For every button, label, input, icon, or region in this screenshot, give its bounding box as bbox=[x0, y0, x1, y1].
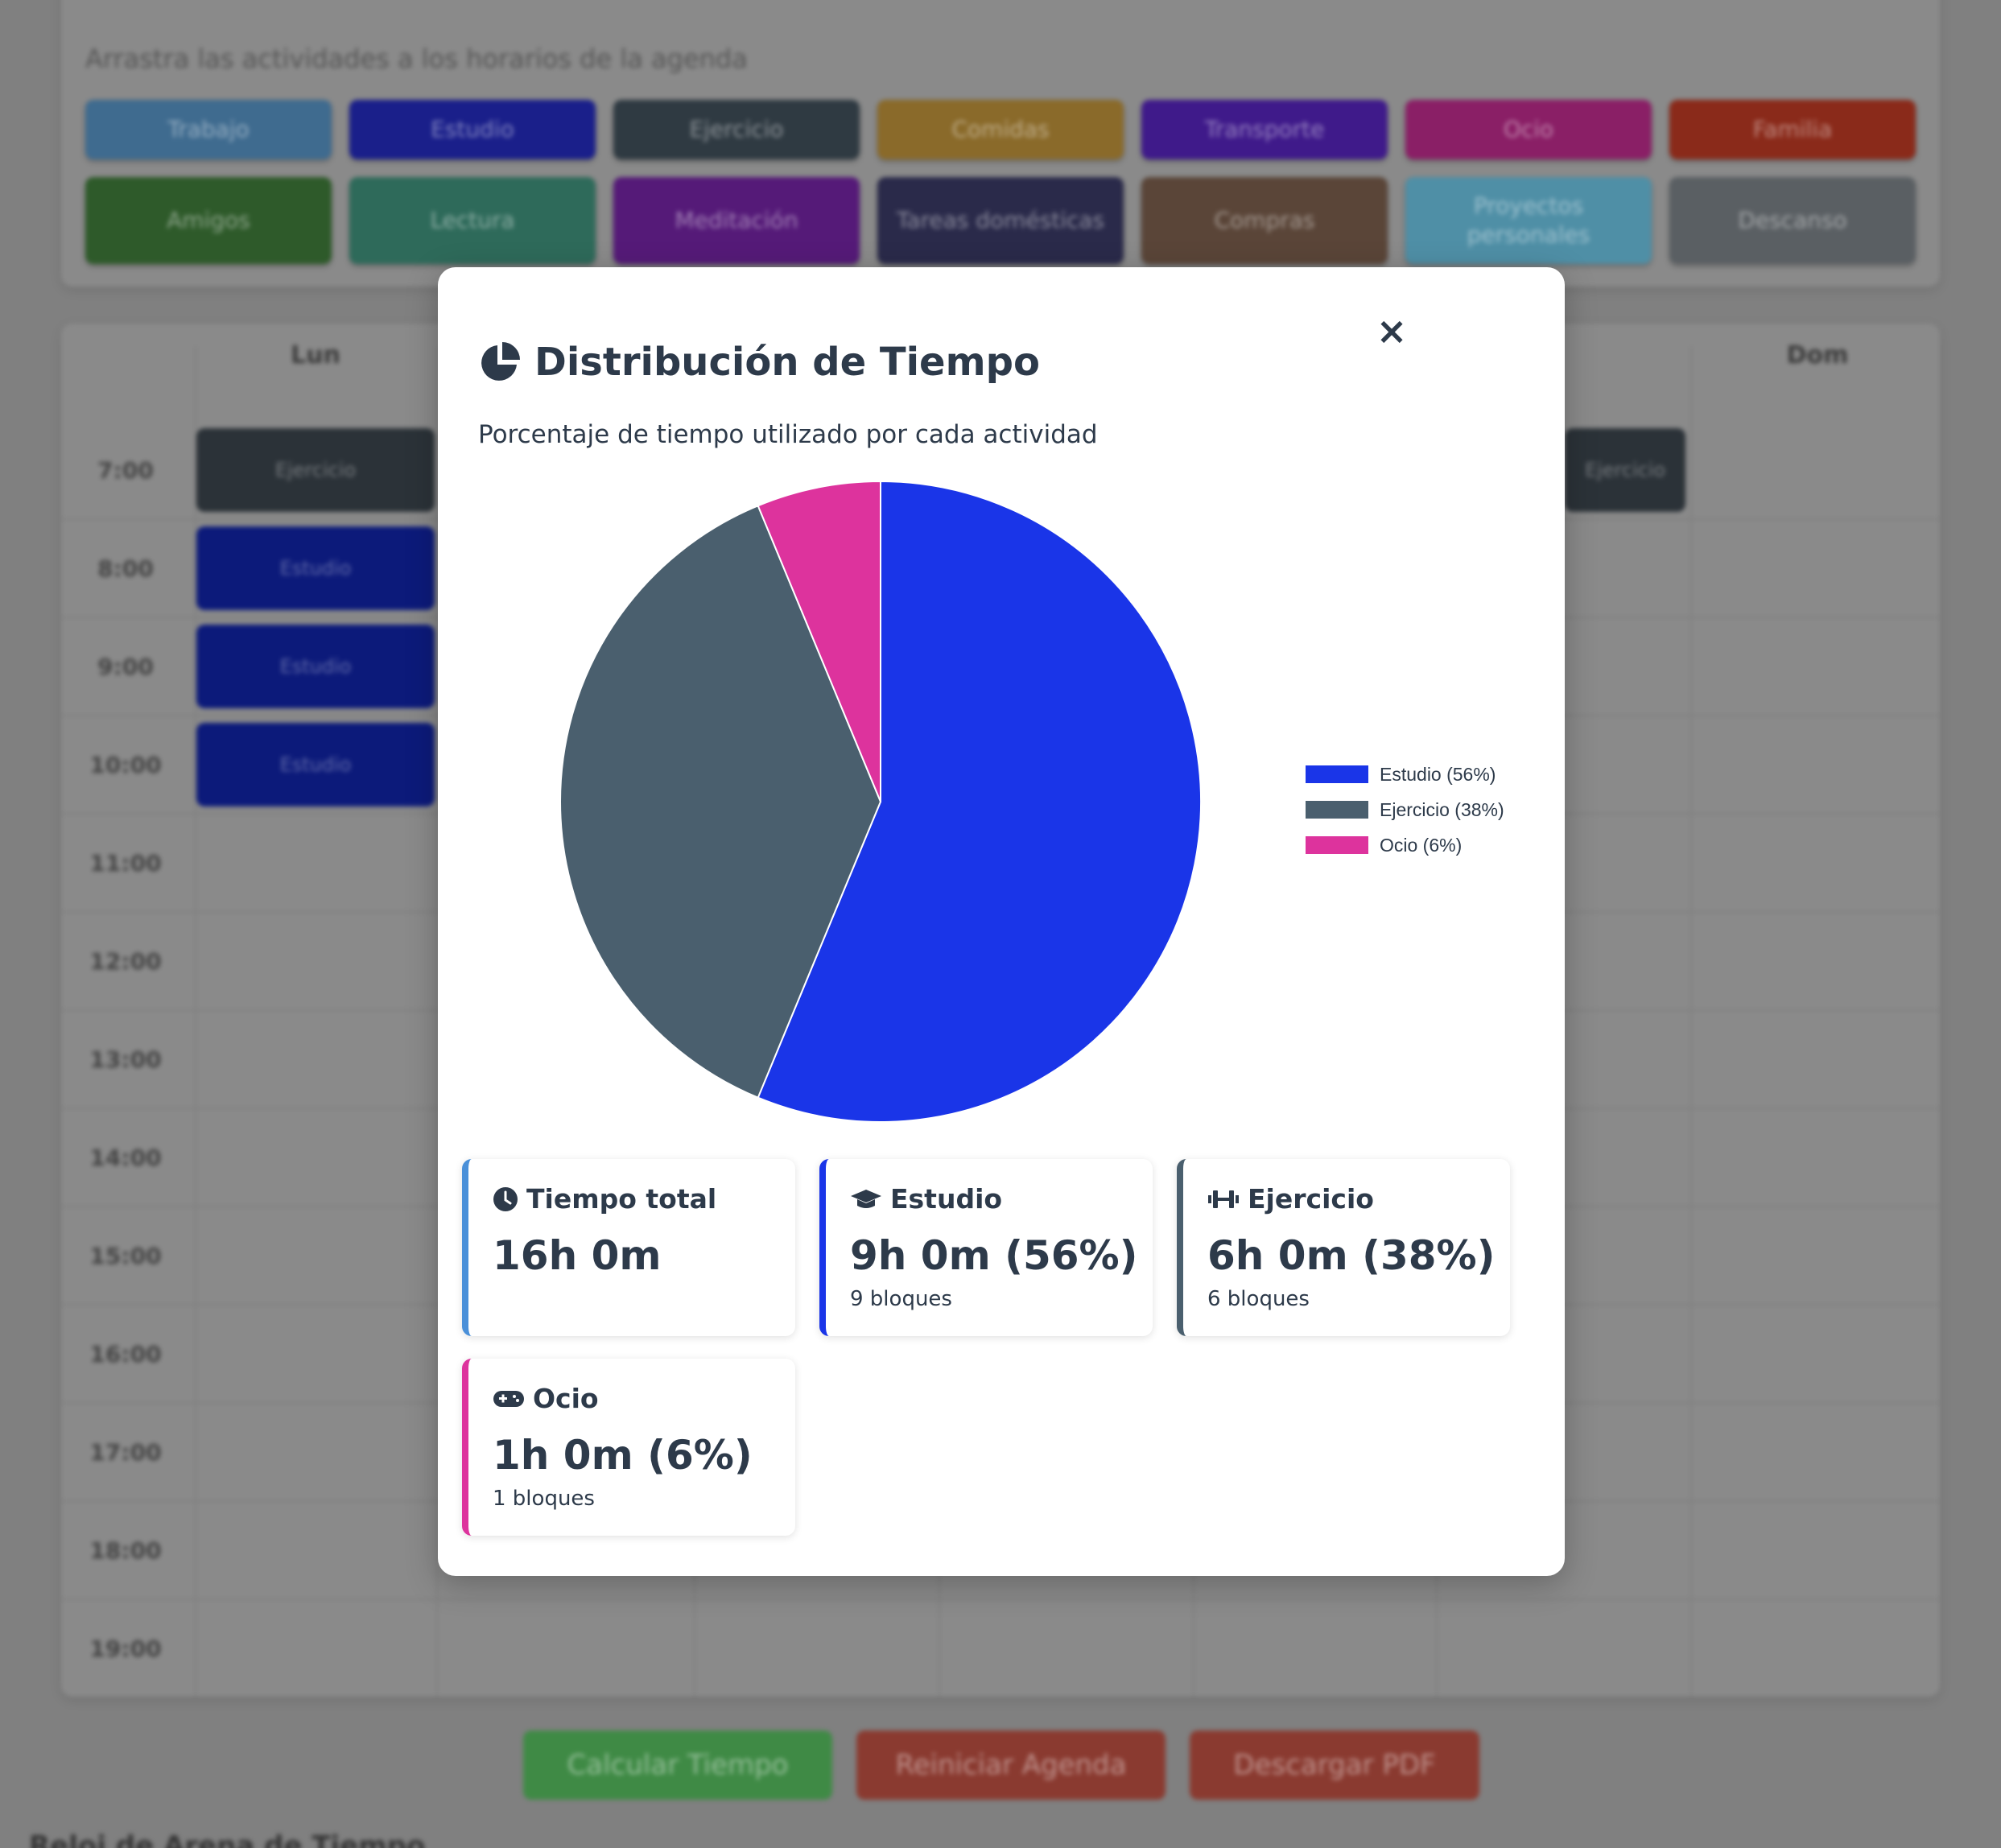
graduation-cap-icon bbox=[851, 1189, 881, 1208]
legend-swatch bbox=[1306, 765, 1368, 783]
activity-ejercicio[interactable]: Ejercicio bbox=[613, 100, 860, 159]
modal-title-text: Distribución de Tiempo bbox=[534, 340, 1040, 385]
stat-card-header: Ejercicio bbox=[1207, 1183, 1510, 1215]
activity-meditacion[interactable]: Meditación bbox=[613, 177, 860, 264]
activity-ocio[interactable]: Ocio bbox=[1405, 100, 1652, 159]
close-icon: × bbox=[1376, 309, 1408, 353]
time-label: 16:00 bbox=[89, 1341, 162, 1367]
reset-agenda-button[interactable]: Reiniciar Agenda bbox=[856, 1730, 1166, 1800]
calendar-divider bbox=[195, 346, 196, 1697]
stat-card-title: Tiempo total bbox=[526, 1183, 717, 1215]
time-label: 11:00 bbox=[89, 850, 162, 877]
legend-label: Ocio (6%) bbox=[1380, 834, 1463, 856]
stat-card-header: Estudio bbox=[850, 1183, 1153, 1215]
legend-swatch bbox=[1306, 836, 1368, 854]
footer-section-title: Reloj de Arena de Tiempo bbox=[29, 1830, 426, 1848]
pie-slice-ocio[interactable] bbox=[757, 480, 881, 802]
download-pdf-button[interactable]: Descargar PDF bbox=[1190, 1730, 1479, 1800]
stat-card-total: Tiempo total 16h 0m bbox=[462, 1159, 795, 1336]
activity-transporte[interactable]: Transporte bbox=[1141, 100, 1388, 159]
activity-amigos[interactable]: Amigos bbox=[85, 177, 332, 264]
legend-item-estudio[interactable]: Estudio (56%) bbox=[1306, 757, 1504, 792]
legend-label: Estudio (56%) bbox=[1380, 763, 1496, 785]
pie-slice-ejercicio[interactable] bbox=[559, 504, 882, 1099]
day-header-lun: Lun bbox=[291, 341, 340, 369]
scheduled-block[interactable]: Estudio bbox=[196, 723, 435, 806]
time-label: 10:00 bbox=[89, 752, 162, 778]
activities-hint: Arrastra las actividades a los horarios … bbox=[85, 43, 748, 74]
time-label: 14:00 bbox=[89, 1145, 162, 1171]
close-button[interactable]: × bbox=[1364, 303, 1420, 359]
stat-card-blocks: 6 bloques bbox=[1207, 1287, 1310, 1311]
scheduled-block[interactable]: Ejercicio bbox=[1565, 428, 1685, 512]
time-label: 7:00 bbox=[97, 457, 154, 484]
stat-card-header: Tiempo total bbox=[493, 1183, 795, 1215]
activity-descanso[interactable]: Descanso bbox=[1669, 177, 1916, 264]
scheduled-block[interactable]: Ejercicio bbox=[196, 428, 435, 512]
stat-card-value: 1h 0m (6%) bbox=[493, 1432, 753, 1479]
stat-card-ocio: Ocio 1h 0m (6%) 1 bloques bbox=[462, 1359, 795, 1536]
dumbbell-icon bbox=[1208, 1190, 1239, 1208]
time-label: 8:00 bbox=[97, 555, 154, 582]
time-label: 9:00 bbox=[97, 654, 154, 680]
calendar-divider bbox=[1690, 346, 1692, 1697]
legend-swatch bbox=[1306, 801, 1368, 819]
activity-comidas[interactable]: Comidas bbox=[877, 100, 1124, 159]
activity-familia[interactable]: Familia bbox=[1669, 100, 1916, 159]
activity-compras[interactable]: Compras bbox=[1141, 177, 1388, 264]
stat-card-blocks: 9 bloques bbox=[850, 1287, 952, 1311]
time-label: 13:00 bbox=[89, 1046, 162, 1073]
stat-card-value: 16h 0m bbox=[493, 1232, 662, 1279]
pie-chart-svg bbox=[559, 480, 1202, 1123]
calculate-time-button[interactable]: Calcular Tiempo bbox=[523, 1730, 832, 1800]
pie-chart-icon bbox=[481, 342, 520, 381]
stat-card-header: Ocio bbox=[493, 1383, 795, 1414]
legend-item-ocio[interactable]: Ocio (6%) bbox=[1306, 827, 1504, 863]
time-label: 12:00 bbox=[89, 948, 162, 975]
modal-subtitle: Porcentaje de tiempo utilizado por cada … bbox=[478, 420, 1098, 449]
chart-legend: Estudio (56%) Ejercicio (38%) Ocio (6%) bbox=[1306, 757, 1504, 863]
time-label: 17:00 bbox=[89, 1439, 162, 1466]
activity-trabajo[interactable]: Trabajo bbox=[85, 100, 332, 159]
activity-lectura[interactable]: Lectura bbox=[349, 177, 596, 264]
gamepad-icon bbox=[493, 1390, 524, 1407]
scheduled-block[interactable]: Estudio bbox=[196, 625, 435, 708]
stat-card-title: Ocio bbox=[533, 1383, 599, 1414]
stat-card-value: 9h 0m (56%) bbox=[850, 1232, 1138, 1279]
activity-tareas[interactable]: Tareas domésticas bbox=[877, 177, 1124, 264]
legend-item-ejercicio[interactable]: Ejercicio (38%) bbox=[1306, 792, 1504, 827]
stat-card-title: Estudio bbox=[890, 1183, 1003, 1215]
activity-proyectos[interactable]: Proyectos personales bbox=[1405, 177, 1652, 264]
stat-card-estudio: Estudio 9h 0m (56%) 9 bloques bbox=[819, 1159, 1153, 1336]
time-label: 15:00 bbox=[89, 1243, 162, 1269]
time-label: 18:00 bbox=[89, 1537, 162, 1564]
stat-card-blocks: 1 bloques bbox=[493, 1487, 595, 1511]
calendar-row-line bbox=[61, 1598, 1940, 1600]
legend-label: Ejercicio (38%) bbox=[1380, 798, 1504, 820]
scheduled-block[interactable]: Estudio bbox=[196, 526, 435, 610]
time-distribution-modal: × Distribución de Tiempo Porcentaje de t… bbox=[438, 267, 1565, 1576]
pie-slice-estudio[interactable] bbox=[757, 480, 1202, 1123]
stat-card-ejercicio: Ejercicio 6h 0m (38%) 6 bloques bbox=[1177, 1159, 1510, 1336]
calendar-divider bbox=[436, 346, 438, 1697]
stat-card-value: 6h 0m (38%) bbox=[1207, 1232, 1496, 1279]
day-header-dom: Dom bbox=[1786, 341, 1849, 369]
clock-icon bbox=[493, 1186, 518, 1211]
activity-estudio[interactable]: Estudio bbox=[349, 100, 596, 159]
stat-card-title: Ejercicio bbox=[1248, 1183, 1374, 1215]
time-label: 19:00 bbox=[89, 1636, 162, 1662]
modal-title: Distribución de Tiempo bbox=[478, 340, 1040, 385]
pie-chart bbox=[559, 480, 1203, 1124]
